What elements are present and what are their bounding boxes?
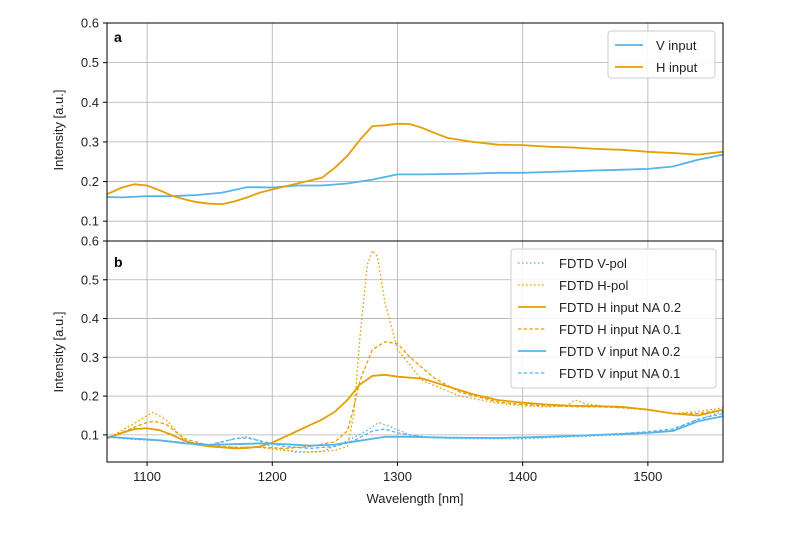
panel-b-xlabel: Wavelength [nm] bbox=[366, 491, 463, 506]
panel-a-ytick-label-4: 0.5 bbox=[81, 55, 99, 70]
panel-b-series-2-line bbox=[107, 373, 723, 450]
panel-b-frame bbox=[106, 240, 724, 463]
panel-a-series bbox=[107, 122, 723, 205]
panel-a-ytick-label-5: 0.6 bbox=[81, 16, 99, 31]
panel-a-ytick-label-0: 0.1 bbox=[81, 214, 99, 229]
panel-b-ytick-label-3: 0.4 bbox=[81, 311, 99, 326]
panel-b-series-4-line bbox=[107, 415, 723, 447]
panel-b-legend-label-5: FDTD V input NA 0.1 bbox=[559, 366, 680, 381]
panel-b-xtick-label-1: 1200 bbox=[258, 469, 287, 484]
panel-b-xtick-label-4: 1500 bbox=[633, 469, 662, 484]
panel-a-letter: a bbox=[114, 29, 122, 45]
panel-b-legend-label-1: FDTD H-pol bbox=[559, 278, 628, 293]
panel-b-series-0-line bbox=[107, 410, 723, 453]
panel-a-ylabel: Intensity [a.u.] bbox=[51, 90, 66, 171]
panel-b-legend-label-0: FDTD V-pol bbox=[559, 256, 627, 271]
panel-a-legend-label-0: V input bbox=[656, 38, 697, 53]
panel-b-xtick-label-3: 1400 bbox=[508, 469, 537, 484]
panel-a-yticks: 0.1 0.2 0.3 0.4 0.5 0.6 bbox=[81, 16, 107, 229]
panel-b-xtick-label-0: 1100 bbox=[133, 469, 161, 484]
panel-b-legend: FDTD V-pol FDTD H-pol FDTD H input NA 0.2 F… bbox=[510, 248, 717, 389]
panel-a-ytick-label-2: 0.3 bbox=[81, 134, 99, 149]
panel-b-ytick-label-1: 0.2 bbox=[81, 389, 99, 404]
panel-b-legend-box bbox=[510, 248, 717, 389]
panel-b-ylabel: Intensity [a.u.] bbox=[51, 312, 66, 393]
panel-b-legend-label-3: FDTD H input NA 0.1 bbox=[559, 322, 681, 337]
panel-a-legend-label-1: H input bbox=[656, 60, 698, 75]
panel-a-ytick-label-1: 0.2 bbox=[81, 174, 99, 189]
panel-b-series-3-line bbox=[107, 341, 723, 450]
panel-b: 0.10.20.30.40.50.6 1100 1200 1300 1400 1500 … bbox=[51, 234, 724, 506]
panel-b-yticks: 0.1 0.2 0.3 0.4 0.5 0.6 bbox=[81, 234, 107, 442]
panel-b-letter: b bbox=[114, 254, 123, 270]
panel-b-series bbox=[107, 250, 723, 453]
panel-b-legend-label-2: FDTD H input NA 0.2 bbox=[559, 300, 681, 315]
panel-b-ytick-label-2: 0.3 bbox=[81, 350, 99, 365]
panel-a: 0.1 0.2 0.3 0.4 0.5 0.6 a Intensity [a.u.] V … bbox=[51, 16, 724, 242]
panel-a-series-0-line bbox=[107, 153, 723, 199]
panel-b-ytick-label-0: 0.1 bbox=[81, 427, 99, 442]
panel-a-series-1-line bbox=[107, 122, 723, 205]
panel-b-legend-label-4: FDTD V input NA 0.2 bbox=[559, 344, 680, 359]
panel-b-ytick-label-5: 0.6 bbox=[81, 234, 99, 249]
panel-b-ytick-label-4: 0.5 bbox=[81, 272, 99, 287]
panel-b-xtick-label-2: 1300 bbox=[383, 469, 412, 484]
panel-b-xticks: 1100 1200 1300 1400 1500 bbox=[133, 462, 662, 484]
panel-b-series-5-line bbox=[107, 412, 723, 450]
panel-a-legend: V input H input bbox=[607, 30, 716, 79]
panel-a-ytick-label-3: 0.4 bbox=[81, 95, 99, 110]
